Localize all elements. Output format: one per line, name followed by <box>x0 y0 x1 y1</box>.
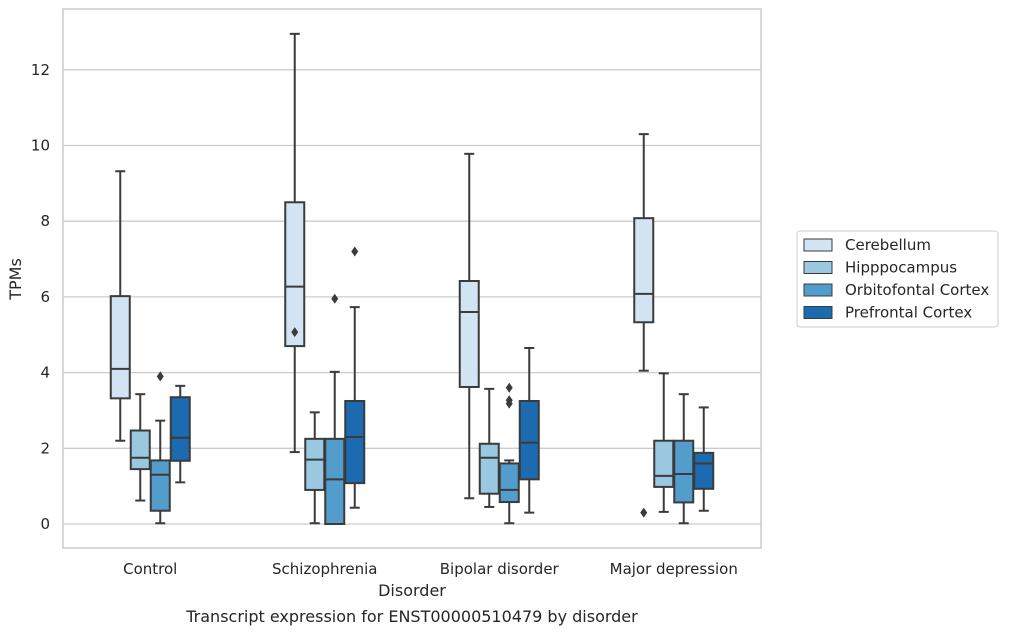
boxes <box>109 32 715 525</box>
box-body <box>284 201 306 348</box>
legend-swatch <box>803 306 833 319</box>
legend-label: Prefrontal Cortex <box>845 304 972 322</box>
box-body <box>498 462 520 504</box>
box-prefrontal-cortex <box>518 346 540 514</box>
y-tick-label: 8 <box>40 212 50 230</box>
legend-label: Orbitofontal Cortex <box>845 281 989 299</box>
box-cerebellum <box>458 152 480 500</box>
box-body <box>109 295 131 400</box>
box-cerebellum <box>284 32 306 454</box>
box-orbitofontal-cortex <box>498 382 520 525</box>
outlier-point <box>156 371 164 382</box>
y-tick-label: 0 <box>40 515 50 533</box>
y-tick-label: 4 <box>40 364 50 382</box>
box-body <box>673 439 695 504</box>
box-prefrontal-cortex <box>344 246 366 509</box>
plot-area-frame <box>62 8 762 549</box>
box-body <box>129 429 151 471</box>
box-body <box>458 280 480 388</box>
x-tick-label: Bipolar disorder <box>440 560 560 578</box>
box-cerebellum <box>633 133 655 518</box>
outlier-point <box>351 246 359 257</box>
box-body <box>653 439 675 488</box>
box-prefrontal-cortex <box>169 384 191 484</box>
y-tick-label: 2 <box>40 439 50 457</box>
box-hipppocampus <box>653 372 675 513</box>
y-axis-ticks: 0 2 4 6 8 10 12 <box>31 61 50 533</box>
outlier-point <box>505 398 513 409</box>
box-orbitofontal-cortex <box>673 393 695 525</box>
y-tick-label: 10 <box>31 137 50 155</box>
box-body <box>633 217 655 324</box>
box-hipppocampus <box>478 387 500 508</box>
box-prefrontal-cortex <box>693 406 715 512</box>
x-tick-label: Schizophrenia <box>272 560 377 578</box>
box-body <box>169 396 191 462</box>
x-tick-label: Control <box>123 560 177 578</box>
box-body <box>344 399 366 485</box>
outlier-point <box>505 382 513 393</box>
x-tick-label: Major depression <box>610 560 738 578</box>
chart-caption: Transcript expression for ENST0000051047… <box>185 607 638 626</box>
legend-swatch <box>803 261 833 274</box>
box-body <box>304 437 326 491</box>
box-hipppocampus <box>129 393 151 502</box>
box-cerebellum <box>109 170 131 442</box>
y-tick-label: 12 <box>31 61 50 79</box>
box-orbitofontal-cortex <box>324 293 346 525</box>
legend: Cerebellum Hipppocampus Orbitofontal Corte… <box>796 230 999 328</box>
legend-swatch <box>803 283 833 297</box>
outlier-point <box>640 507 648 518</box>
box-body <box>518 399 540 481</box>
legend-label: Hipppocampus <box>845 259 957 277</box>
x-axis-ticks: Control Schizophrenia Bipolar disorder Majo… <box>123 560 738 578</box>
box-body <box>149 459 171 512</box>
legend-swatch <box>803 238 833 252</box>
box-body <box>478 442 500 495</box>
x-axis-title: Disorder <box>378 581 446 600</box>
box-orbitofontal-cortex <box>149 371 171 525</box>
legend-frame <box>796 230 999 328</box>
box-body <box>324 437 346 525</box>
box-hipppocampus <box>304 411 326 525</box>
y-axis-title: TPMs <box>6 258 25 301</box>
legend-label: Cerebellum <box>845 236 931 254</box>
y-tick-label: 6 <box>40 288 50 306</box>
box-body <box>693 451 715 490</box>
outlier-point <box>331 293 339 304</box>
outlier-point <box>291 327 299 338</box>
